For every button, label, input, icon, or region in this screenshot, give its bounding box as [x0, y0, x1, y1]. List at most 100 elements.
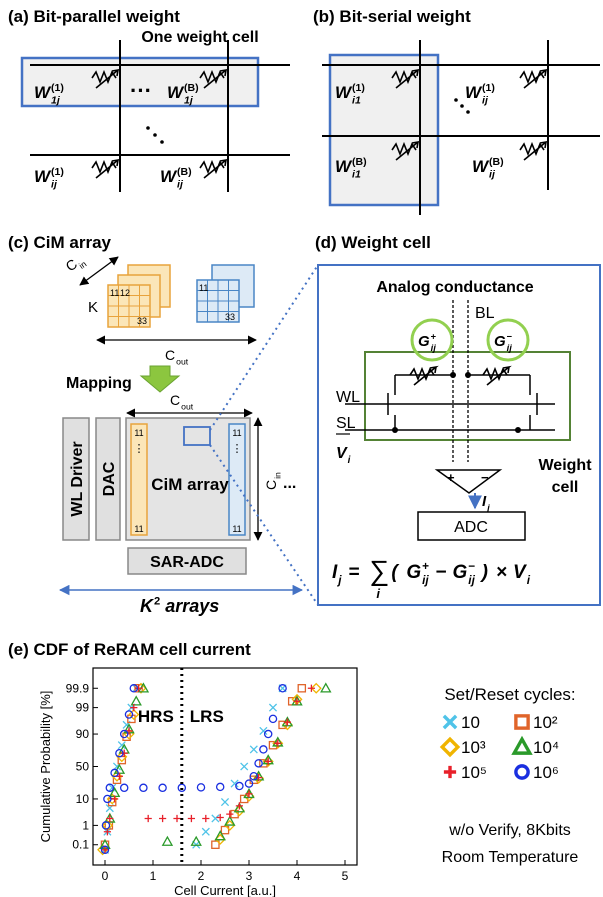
math-sub: in	[272, 472, 282, 479]
math-tail: arrays	[160, 596, 219, 616]
label: Analog conductance	[376, 279, 533, 296]
label: (e) CDF of ReRAM cell current	[8, 640, 251, 659]
math-label: W(B)ij	[160, 166, 192, 191]
label: ⋮	[232, 443, 243, 455]
math-label: Cin	[263, 472, 282, 490]
math-sub: out	[181, 401, 194, 411]
math-sub: ij	[422, 574, 429, 587]
math-sup: (B)	[177, 166, 192, 178]
label: DAC	[101, 461, 118, 496]
math-label: K2 arrays	[140, 595, 219, 616]
math-label: G−ij	[494, 332, 513, 353]
y-tick-label: 10	[76, 792, 90, 806]
label: 12	[120, 288, 130, 298]
x-tick-label: 4	[294, 869, 301, 883]
math-sub: out	[176, 356, 189, 366]
y-tick-label: 99	[76, 701, 90, 715]
legend-marker	[516, 716, 528, 728]
label: K	[88, 299, 98, 316]
math-label: Cin	[63, 251, 89, 277]
math-base: G	[453, 562, 468, 583]
label: (a) Bit-parallel weight	[8, 7, 180, 26]
label: (b) Bit-serial weight	[313, 7, 471, 26]
label: +	[447, 470, 455, 485]
math-sup: (1)	[51, 166, 64, 178]
legend-label: 10²	[533, 713, 558, 732]
math-sub: ij	[431, 343, 437, 353]
node	[392, 427, 398, 433]
label: ···	[130, 78, 152, 103]
math-label: ∑	[369, 555, 389, 586]
math-sub: i1	[352, 94, 361, 106]
math-sup: (1)	[482, 82, 495, 94]
math-base: W	[167, 83, 185, 102]
y-tick-label: 1	[82, 818, 89, 832]
math-label: W(1)ij	[34, 166, 64, 191]
dot	[160, 140, 164, 144]
math-label: )	[480, 562, 488, 583]
resistor	[520, 142, 546, 160]
x-tick-label: 3	[246, 869, 253, 883]
math-base: −	[435, 562, 446, 583]
weight-cell-box	[330, 55, 438, 205]
y-axis-label: Cumulative Probability [%]	[38, 691, 53, 843]
legend-title: Set/Reset cycles:	[444, 685, 575, 704]
y-tick-label: 0.1	[72, 838, 89, 852]
legend-marker	[444, 716, 456, 728]
label: Mapping	[66, 375, 132, 392]
math-base: =	[348, 562, 359, 583]
label: CiM array	[151, 475, 229, 494]
math-base: G	[418, 333, 430, 350]
math-sub: i1	[352, 168, 361, 180]
math-label: W(1)ij	[465, 82, 495, 107]
math-label: Cout	[170, 392, 194, 411]
dot	[466, 110, 470, 114]
legend-marker	[514, 739, 530, 753]
wire	[80, 257, 118, 285]
label: (d) Weight cell	[315, 233, 431, 252]
plot-frame	[93, 668, 357, 865]
legend-label: 10⁴	[533, 738, 559, 757]
page: { "panel_a": {"title": "(a) Bit-parallel…	[0, 0, 603, 897]
math-sub: ij	[507, 343, 513, 353]
y-tick-label: 99.9	[66, 681, 90, 695]
legend-label: 10⁵	[461, 763, 487, 782]
math-base: C	[165, 347, 175, 363]
math-sup: (1)	[352, 82, 365, 94]
label: 11	[110, 288, 119, 298]
label: 11	[232, 428, 241, 438]
math-base: W	[34, 167, 52, 186]
math-label: W(B)ij	[472, 156, 504, 181]
math-base: V	[513, 562, 527, 583]
x-tick-label: 2	[198, 869, 205, 883]
column	[131, 424, 147, 535]
dot	[454, 98, 458, 102]
legend-marker	[442, 739, 458, 755]
math-sup: (B)	[184, 82, 199, 94]
math-sup: (1)	[51, 82, 64, 94]
node	[450, 372, 456, 378]
math-sup: −	[507, 332, 513, 342]
math-label: =	[348, 562, 359, 583]
math-base: W	[335, 83, 353, 102]
y-tick-label: 90	[76, 727, 90, 741]
x-tick-label: 1	[150, 869, 157, 883]
legend-label: 10⁶	[533, 763, 559, 782]
label: 33	[225, 312, 235, 322]
math-base: V	[336, 445, 348, 462]
math-sup: −	[468, 560, 475, 573]
x-axis-label: Cell Current [a.u.]	[174, 883, 276, 897]
math-sub: 1j	[51, 94, 61, 106]
label: One weight cell	[141, 29, 258, 46]
dot	[146, 126, 150, 130]
node	[465, 372, 471, 378]
label: SAR-ADC	[150, 554, 224, 571]
label: cell	[552, 479, 579, 496]
x-tick-label: 0	[102, 869, 109, 883]
label: 11	[232, 524, 241, 534]
label: −	[481, 470, 489, 485]
label: SL	[336, 415, 356, 432]
math-base: C	[170, 392, 180, 408]
label: ⋮	[134, 443, 145, 455]
math-base: )	[480, 562, 488, 583]
